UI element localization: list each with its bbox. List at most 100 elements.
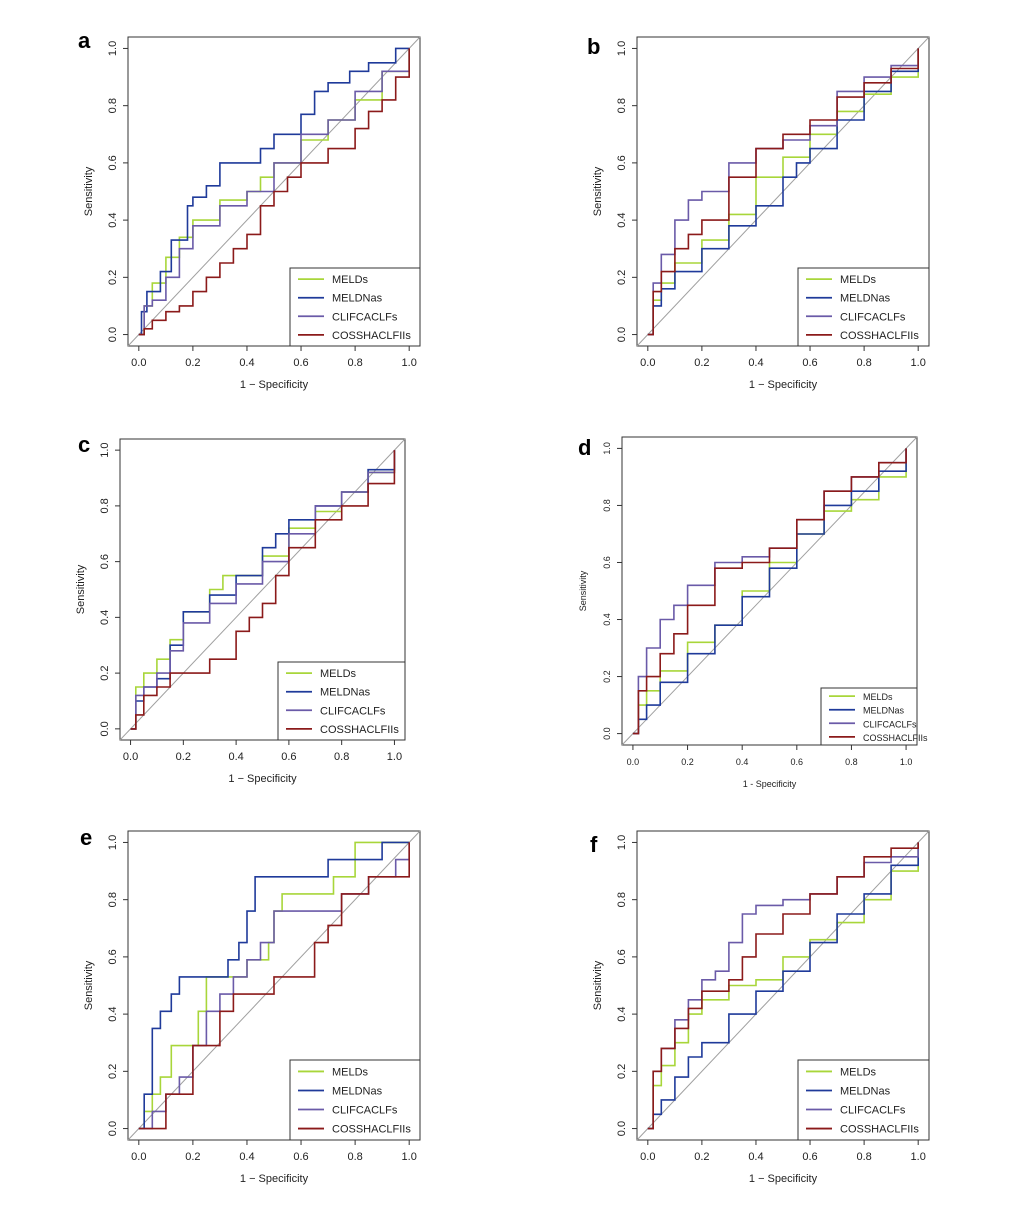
x-axis-title: 1 − Specificity — [240, 379, 309, 391]
legend-label: COSSHACLFIIs — [840, 330, 919, 342]
y-axis-title: Sensitivity — [592, 960, 604, 1010]
y-axis-title: Sensitivity — [578, 570, 588, 611]
y-tick-label: 0.4 — [616, 1006, 628, 1021]
x-tick-label: 0.4 — [239, 1151, 254, 1163]
x-tick-label: 1.0 — [402, 1151, 417, 1163]
x-tick-label: 0.0 — [640, 357, 655, 369]
legend-label: CLIFCACLFs — [332, 1105, 398, 1117]
x-tick-label: 0.6 — [802, 357, 817, 369]
x-tick-label: 0.4 — [748, 357, 763, 369]
roc-curve-meldnas — [647, 48, 919, 336]
legend-label: MELDs — [863, 692, 893, 702]
x-tick-label: 0.2 — [694, 1151, 709, 1163]
plot-frame — [127, 36, 421, 347]
diagonal-reference-line — [119, 438, 406, 741]
y-tick-label: 0.2 — [602, 670, 612, 683]
y-tick-label: 0.0 — [616, 1121, 628, 1136]
y-axis-title: Sensitivity — [83, 960, 95, 1010]
x-tick-label: 0.6 — [791, 757, 804, 767]
x-tick-label: 0.6 — [802, 1151, 817, 1163]
roc-curve-clifcaclfs — [138, 48, 410, 336]
legend-label: MELDNas — [332, 1085, 383, 1097]
x-axis-title: 1 − Specificity — [240, 1173, 309, 1185]
x-tick-label: 0.8 — [856, 357, 871, 369]
panel-letter: a — [78, 28, 91, 53]
x-tick-label: 0.4 — [239, 357, 254, 369]
roc-panel-f: f 0.0 0.2 0.4 0.6 0.8 1.0 0.0 0.2 0.4 0.6 0.8 1.0 1 −… — [590, 830, 930, 1185]
y-tick-label: 0.4 — [99, 610, 111, 625]
x-tick-label: 0.2 — [176, 751, 191, 763]
y-tick-label: 0.6 — [107, 949, 119, 964]
x-tick-label: 0.4 — [748, 1151, 763, 1163]
x-tick-label: 0.6 — [293, 1151, 308, 1163]
y-tick-label: 0.6 — [107, 155, 119, 170]
panel-letter: f — [590, 832, 598, 857]
x-axis-title: 1 − Specificity — [228, 773, 297, 785]
roc-curve-cosshaclfiis — [138, 48, 410, 336]
y-tick-label: 0.8 — [602, 499, 612, 512]
y-tick-label: 0.0 — [99, 721, 111, 736]
y-tick-label: 0.6 — [99, 554, 111, 569]
roc-curve-cosshaclfiis — [647, 842, 919, 1130]
legend-label: MELDNas — [332, 293, 383, 305]
y-tick-label: 0.0 — [602, 727, 612, 740]
y-tick-label: 0.4 — [602, 613, 612, 626]
legend-label: MELDs — [320, 668, 357, 680]
panel-letter: e — [80, 825, 92, 850]
y-tick-label: 0.2 — [616, 1064, 628, 1079]
x-tick-label: 1.0 — [911, 357, 926, 369]
legend-box — [820, 687, 918, 746]
legend: MELDs MELDNas CLIFCACLFs COSSHACLFIIs — [277, 661, 406, 741]
y-tick-label: 1.0 — [107, 835, 119, 850]
x-tick-label: 1.0 — [402, 357, 417, 369]
legend-label: COSSHACLFIIs — [332, 330, 411, 342]
y-tick-label: 0.8 — [99, 498, 111, 513]
legend-label: CLIFCACLFs — [320, 705, 386, 717]
legend-label: MELDNas — [840, 1085, 891, 1097]
roc-curve-meldnas — [138, 841, 410, 1130]
roc-curve-meldnas — [138, 47, 410, 336]
roc-curve-clifcaclfs — [130, 450, 396, 730]
x-tick-label: 0.0 — [131, 357, 146, 369]
legend-label: CLIFCACLFs — [863, 719, 917, 729]
x-tick-label: 1.0 — [900, 757, 913, 767]
plot-frame — [636, 36, 930, 347]
legend-label: MELDNas — [320, 687, 371, 699]
legend-label: COSSHACLFIIs — [332, 1124, 411, 1136]
y-tick-label: 0.4 — [107, 1006, 119, 1021]
legend-label: CLIFCACLFs — [840, 1105, 906, 1117]
x-tick-label: 0.4 — [736, 757, 749, 767]
x-tick-label: 0.4 — [228, 751, 243, 763]
y-tick-label: 1.0 — [107, 41, 119, 56]
legend-label: COSSHACLFIIs — [863, 733, 928, 743]
x-tick-label: 0.0 — [627, 757, 640, 767]
y-tick-label: 0.8 — [107, 98, 119, 113]
roc-panel-b: b 0.0 0.2 0.4 0.6 0.8 1.0 0.0 0.2 0.4 0.6 0.8 1.0 1 −… — [587, 34, 930, 391]
y-tick-label: 0.4 — [616, 212, 628, 227]
y-tick-label: 0.8 — [107, 892, 119, 907]
x-tick-label: 0.0 — [123, 751, 138, 763]
panel-letter: d — [578, 435, 591, 460]
y-tick-label: 0.8 — [616, 98, 628, 113]
plot-frame — [119, 438, 406, 741]
legend-box — [797, 1059, 930, 1141]
plot-frame — [621, 436, 918, 746]
y-tick-label: 0.0 — [616, 327, 628, 342]
roc-curve-cosshaclfiis — [130, 450, 396, 730]
roc-panel-d: d 0.0 0.2 0.4 0.6 0.8 1.0 0.0 0.2 0.4 0.6 0.8 1.0 1 -… — [578, 435, 928, 789]
y-tick-label: 0.2 — [107, 1064, 119, 1079]
legend-label: CLIFCACLFs — [332, 311, 398, 323]
x-tick-label: 0.2 — [694, 357, 709, 369]
x-tick-label: 0.0 — [131, 1151, 146, 1163]
y-tick-label: 0.6 — [616, 155, 628, 170]
roc-curve-cosshaclfiis — [138, 842, 410, 1130]
legend-box — [797, 267, 930, 347]
x-axis-title: 1 − Specificity — [749, 1173, 818, 1185]
x-tick-label: 0.2 — [681, 757, 694, 767]
y-axis-title: Sensitivity — [83, 166, 95, 216]
legend: MELDs MELDNas CLIFCACLFs COSSHACLFIIs — [820, 687, 928, 746]
y-axis-title: Sensitivity — [592, 166, 604, 216]
legend-label: COSSHACLFIIs — [840, 1124, 919, 1136]
legend: MELDs MELDNas CLIFCACLFs COSSHACLFIIs — [289, 1059, 421, 1141]
